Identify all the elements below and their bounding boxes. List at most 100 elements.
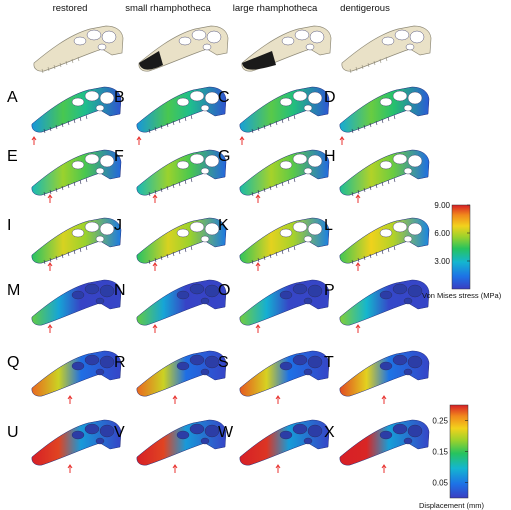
tooth [355, 66, 358, 72]
skull-opening [176, 361, 190, 371]
panel-label-C: C [218, 89, 230, 106]
panel-label-V: V [114, 424, 125, 441]
tooth [251, 191, 254, 197]
skull-opening [279, 160, 293, 170]
skull-opening [95, 368, 105, 376]
skull-opening [200, 104, 210, 112]
tooth [387, 116, 390, 122]
tooth [287, 247, 290, 253]
panel-label-J: J [114, 217, 122, 234]
load-arrow-icon [381, 395, 387, 404]
skull-bone [33, 25, 124, 72]
skull-contour [339, 350, 430, 397]
tooth [351, 128, 354, 134]
tooth [71, 58, 74, 64]
skull-opening [84, 153, 100, 165]
skull-contour [31, 350, 122, 397]
skull-opening [279, 290, 293, 300]
skull-opening [379, 361, 393, 371]
tooth [43, 191, 46, 197]
skull-opening [379, 228, 393, 238]
tooth [178, 118, 181, 124]
tooth [47, 66, 50, 72]
skull-opening [73, 36, 87, 46]
skull-model-R [136, 350, 227, 404]
tooth [190, 114, 193, 120]
load-arrow-icon [152, 324, 158, 333]
tooth [41, 68, 44, 74]
skull-opening [279, 430, 293, 440]
panel-label-L: L [324, 217, 333, 234]
column-header-restored: restored [52, 3, 88, 14]
panel-label-S: S [218, 354, 229, 371]
tooth [387, 247, 390, 253]
tooth [363, 255, 366, 261]
column-header-large-rhamphotheca: large rhamphotheca [232, 3, 318, 14]
skull-opening [392, 283, 408, 295]
tooth [178, 249, 181, 255]
tooth [160, 187, 163, 193]
tooth [367, 62, 370, 68]
tooth [43, 128, 46, 134]
tooth [393, 114, 396, 120]
tooth [293, 114, 296, 120]
skull-opening [99, 91, 115, 105]
skull-opening [71, 160, 85, 170]
skull-contour [339, 86, 430, 133]
scale-tick-label: 0.15 [432, 448, 448, 457]
tooth [85, 114, 88, 120]
skull-opening [379, 430, 393, 440]
skull-model-M [31, 279, 122, 333]
tooth [263, 124, 266, 130]
skull-opening [95, 104, 105, 112]
scale-tick-label: 0.25 [432, 417, 448, 426]
panel-label-K: K [218, 217, 229, 234]
tooth [154, 189, 157, 195]
panel-label-X: X [324, 424, 335, 441]
skull-opening [200, 297, 210, 305]
tooth [257, 257, 260, 263]
skull-contour [239, 350, 330, 397]
tooth [55, 124, 58, 130]
skull-opening [281, 36, 295, 46]
skull-illustration [241, 25, 332, 72]
skull-opening [202, 43, 212, 51]
tooth [166, 122, 169, 128]
tooth [160, 255, 163, 261]
tooth [77, 56, 80, 62]
skull-opening [303, 235, 313, 243]
tooth [357, 257, 360, 263]
panel-label-H: H [324, 148, 336, 165]
skull-opening [407, 355, 423, 369]
tooth [55, 187, 58, 193]
skull-opening [71, 430, 85, 440]
tooth [269, 122, 272, 128]
skull-opening [403, 437, 413, 445]
skull-opening [84, 283, 100, 295]
skull-model-N [136, 279, 227, 333]
skull-opening [392, 354, 408, 366]
tooth [269, 185, 272, 191]
tooth [43, 259, 46, 265]
skull-opening [403, 235, 413, 243]
scale-tick-label: 6.00 [434, 229, 450, 238]
tooth [369, 122, 372, 128]
skull-opening [392, 153, 408, 165]
tooth [287, 179, 290, 185]
tooth [49, 189, 52, 195]
skull-model-C [239, 86, 330, 145]
skull-contour [239, 419, 330, 466]
tooth [49, 126, 52, 132]
tooth [85, 245, 88, 251]
skull-contour [31, 149, 122, 196]
load-arrow-icon [67, 464, 73, 473]
tooth [67, 183, 70, 189]
skull-opening [71, 228, 85, 238]
skull-opening [200, 437, 210, 445]
load-arrow-icon [152, 194, 158, 203]
skull-opening [204, 424, 220, 438]
skull-contour [136, 350, 227, 397]
tooth [73, 118, 76, 124]
skull-model-S [239, 350, 330, 404]
